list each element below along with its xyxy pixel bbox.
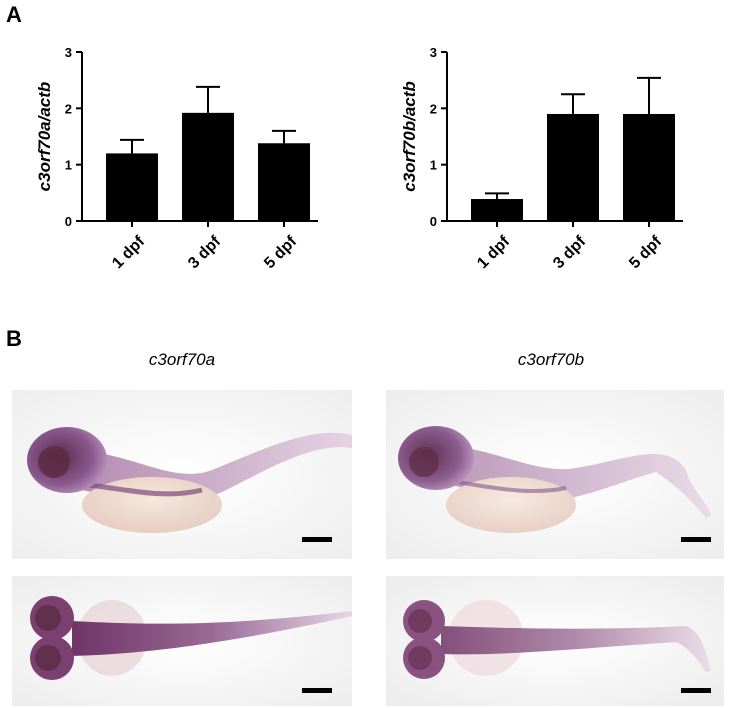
y-tick-label-1-0: 0 <box>430 214 437 229</box>
bar-chart-c3orf70b-svg: c3orf70b/actb 0 1 2 3 1 dpf 3 dpf 5 dpf <box>400 45 683 273</box>
embryo-dorsal-image-a <box>12 576 352 706</box>
y-tick-label-0-0: 0 <box>65 214 72 229</box>
y-tick-label-1-2: 2 <box>430 101 437 116</box>
y-tick-label-0-2: 2 <box>65 101 72 116</box>
bar-1-1 <box>547 113 599 221</box>
embryo-dorsal-c3orf70b <box>386 576 724 706</box>
bar-0-2 <box>258 143 310 221</box>
column-title-c3orf70b: c3orf70b <box>517 350 585 369</box>
y-tick-label-0-1: 1 <box>65 158 72 173</box>
embryo-dorsal-image-b <box>386 576 724 706</box>
bar-0-1 <box>182 112 234 221</box>
bar-chart-c3orf70a-svg: c3orf70a/actb 0 1 2 3 1 dpf 3 dpf 5 dpf <box>35 45 318 273</box>
embryo-lateral-image-b <box>386 390 724 559</box>
x-tick-label-0-0: 1 dpf <box>109 233 149 273</box>
column-title-c3orf70a: c3orf70a <box>148 350 216 369</box>
x-tick-label-1-2: 5 dpf <box>626 233 666 273</box>
x-tick-label-0-2: 5 dpf <box>261 233 301 273</box>
panel-b-label: B <box>6 326 22 351</box>
x-tick-label-1-0: 1 dpf <box>474 233 514 273</box>
embryo-lateral-image-a <box>12 390 352 559</box>
y-tick-label-0-3: 3 <box>65 45 72 60</box>
bar-1-2 <box>623 113 675 221</box>
y-axis-label-0: c3orf70a/actb <box>35 82 54 192</box>
embryo-lateral-c3orf70b <box>386 390 724 559</box>
bar-1-0 <box>471 199 523 221</box>
x-tick-label-0-1: 3 dpf <box>185 233 225 273</box>
y-axis-label-1: c3orf70b/actb <box>400 81 419 192</box>
bar-chart-c3orf70b: c3orf70b/actb 0 1 2 3 1 dpf 3 dpf 5 dpf <box>365 0 725 310</box>
x-tick-label-1-1: 3 dpf <box>550 233 590 273</box>
bar-0-0 <box>106 153 158 221</box>
y-tick-label-1-1: 1 <box>430 158 437 173</box>
y-tick-label-1-3: 3 <box>430 45 437 60</box>
panel-a-label: A <box>6 2 22 27</box>
embryo-dorsal-c3orf70a <box>12 576 352 706</box>
embryo-lateral-c3orf70a <box>12 390 352 559</box>
bar-chart-c3orf70a: c3orf70a/actb 0 1 2 3 1 dpf 3 dpf 5 dpf <box>0 0 360 310</box>
